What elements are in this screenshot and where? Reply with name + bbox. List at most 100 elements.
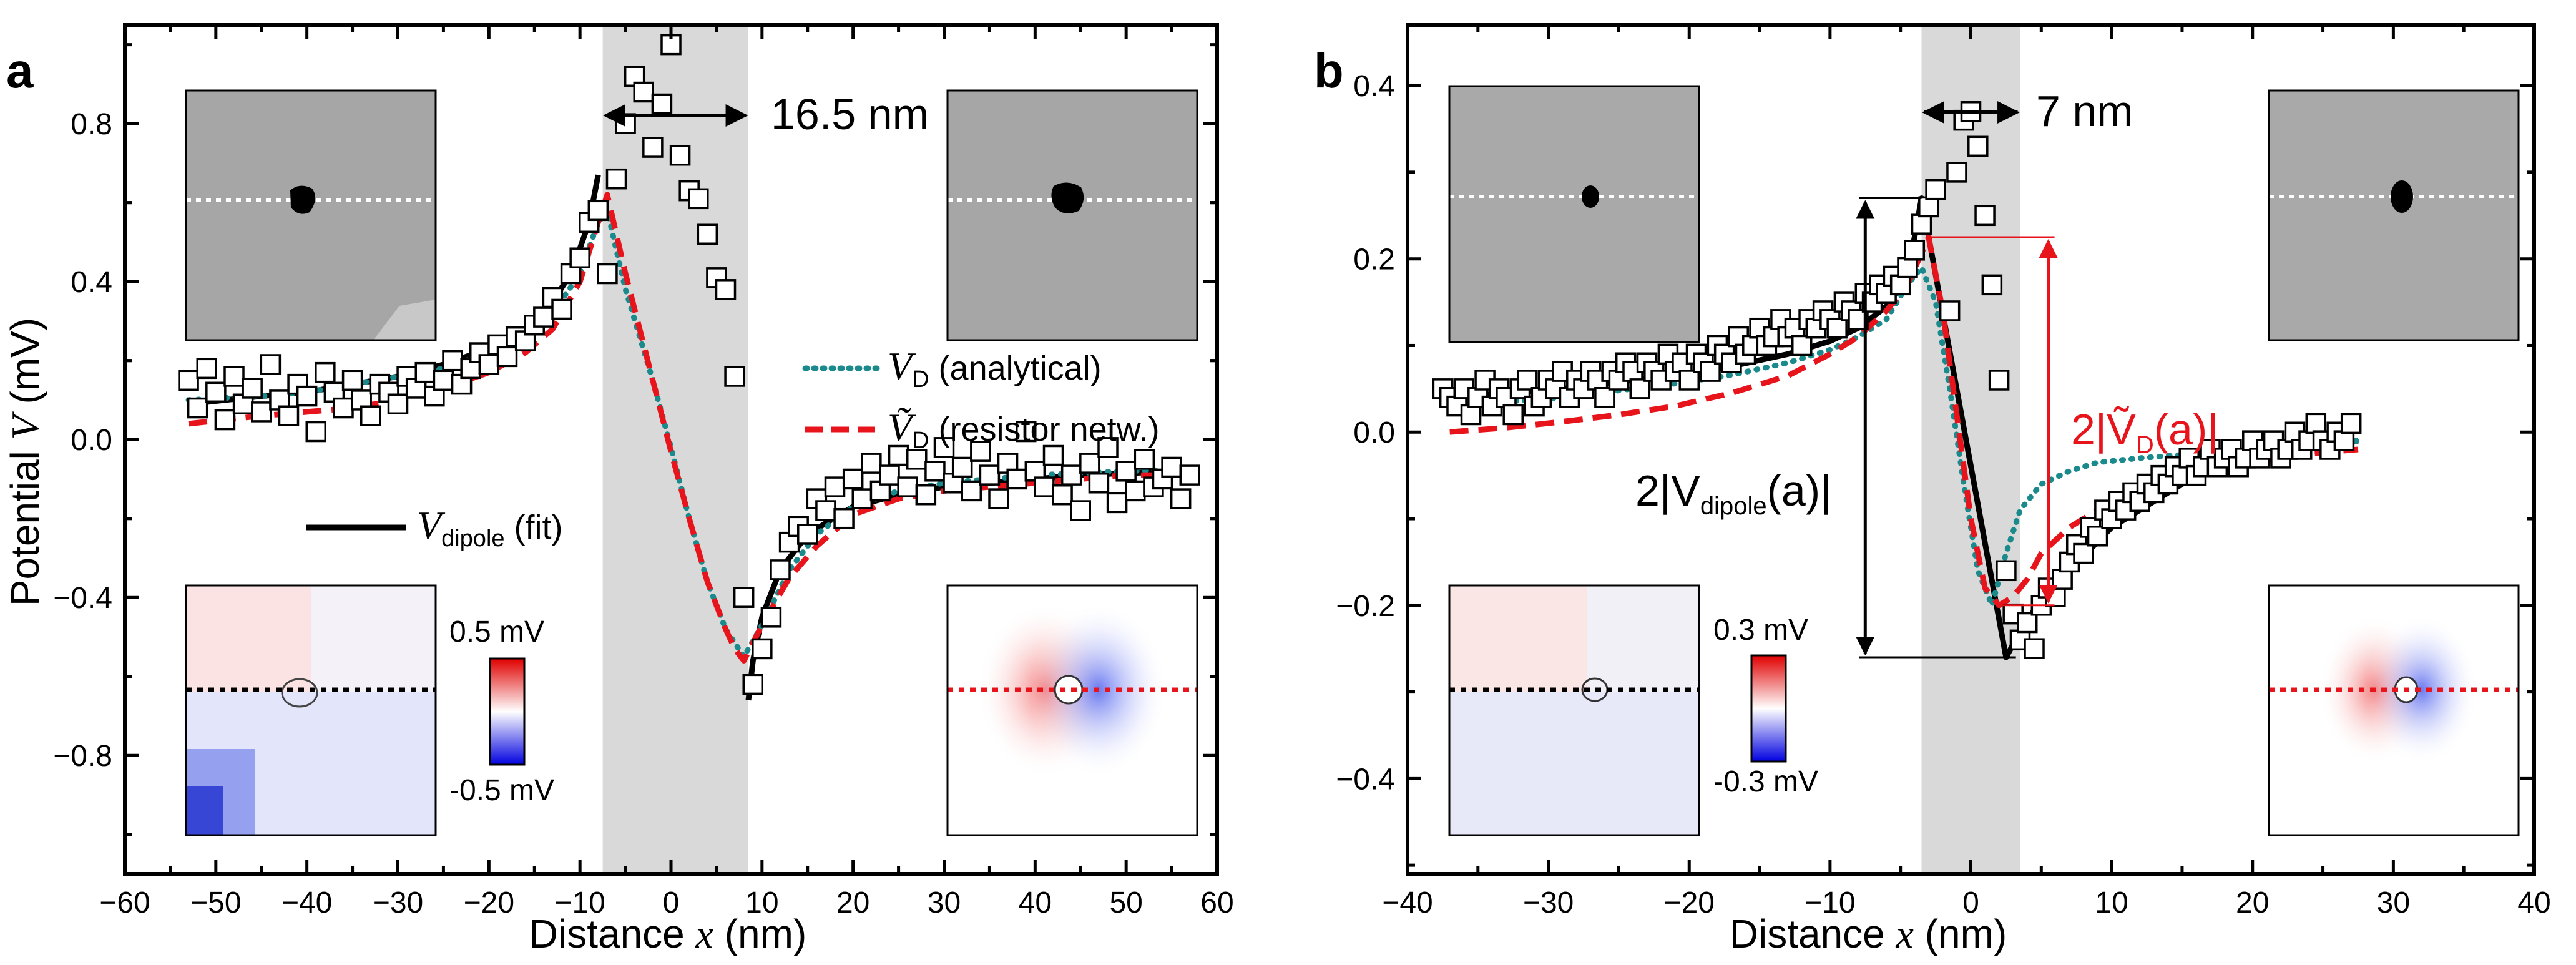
panel-a-colorbar: 0.5 mV -0.5 mV: [449, 615, 554, 807]
data-point: [715, 279, 737, 300]
panel-b-width-label: 7 nm: [2036, 87, 2133, 135]
data-point: [360, 405, 381, 426]
panel-a-label: a: [6, 43, 34, 98]
data-point: [251, 401, 272, 423]
data-point: [815, 500, 836, 521]
data-point: [1826, 317, 1848, 339]
data-point: [951, 456, 973, 478]
panel-a-colorbar-min: -0.5 mV: [449, 774, 554, 807]
data-point: [2340, 413, 2362, 434]
data-point: [1034, 476, 1055, 497]
x-tick-label: −20: [464, 886, 514, 919]
x-tick-label: 0: [663, 886, 680, 919]
data-point: [697, 223, 718, 245]
data-point: [1629, 378, 1651, 399]
data-point: [1904, 240, 1925, 261]
panel-a-xlabel: Distance x (nm): [529, 911, 807, 956]
data-point: [1106, 492, 1128, 514]
data-point: [642, 137, 664, 158]
data-point: [1161, 456, 1182, 478]
panel-b-label: b: [1314, 43, 1344, 98]
data-point: [1918, 196, 1939, 218]
panel-a-colorbar-max: 0.5 mV: [449, 615, 544, 649]
data-point: [1517, 370, 1538, 391]
data-point: [478, 354, 500, 375]
panel-b-amplitude-annotations: 2|Vdipole(a)| 2|ṼD(a)|: [1635, 197, 2218, 659]
data-point: [979, 464, 1001, 486]
data-point: [1042, 444, 1064, 466]
data-point: [1700, 361, 1721, 382]
data-point: [569, 247, 590, 268]
data-point: [1125, 480, 1146, 502]
x-tick-label: 40: [2517, 886, 2550, 919]
data-point: [1170, 488, 1192, 509]
x-tick-label: 20: [836, 886, 869, 919]
data-point: [797, 524, 818, 545]
data-point: [187, 397, 208, 419]
data-point: [1939, 300, 1961, 321]
data-point: [278, 405, 300, 426]
data-point: [205, 381, 227, 403]
dipole-amplitude-label: 2|Vdipole(a)|: [1635, 466, 1831, 520]
data-point: [296, 385, 318, 407]
panel-a-inset-bottomleft: [185, 584, 437, 836]
panel-a-width-label: 16.5 nm: [771, 90, 929, 139]
data-point: [1134, 449, 1155, 470]
data-point: [851, 488, 873, 509]
data-point: [1594, 386, 1615, 408]
data-point: [1006, 468, 1027, 490]
data-point: [752, 638, 773, 660]
legend-vd-analytical: VD (analytical): [888, 344, 1102, 393]
data-point: [724, 366, 745, 387]
data-point: [1911, 213, 1932, 235]
data-point: [1897, 257, 1918, 278]
data-point: [1088, 473, 1110, 494]
x-tick-label: 10: [2095, 886, 2128, 919]
panel-a-legend: VD (analytical) ṼD (resistor netw.) Vdip…: [306, 344, 1160, 552]
data-point: [1179, 464, 1200, 486]
data-point: [2017, 612, 2038, 634]
y-tick-label: 0.4: [1353, 70, 1395, 103]
x-tick-label: 20: [2236, 886, 2269, 919]
x-tick-label: −30: [373, 886, 423, 919]
data-point: [1889, 274, 1911, 296]
data-point: [1925, 179, 1946, 200]
data-point: [242, 378, 263, 399]
data-point: [1016, 421, 1037, 443]
data-point: [2305, 413, 2327, 434]
panel-b-inset-topleft: [1448, 85, 1700, 343]
data-point: [2087, 526, 2108, 547]
data-point: [833, 507, 855, 529]
data-point: [742, 674, 763, 695]
data-point: [888, 444, 909, 466]
x-tick-label: 30: [928, 886, 961, 919]
data-point: [333, 397, 354, 419]
data-point: [1996, 560, 2017, 582]
panel-a-shaded-region: [602, 25, 748, 874]
data-point: [387, 393, 409, 415]
data-point: [924, 461, 946, 482]
x-tick-label: −60: [99, 886, 150, 919]
x-tick-label: 10: [745, 886, 778, 919]
x-tick-label: −20: [1664, 886, 1715, 919]
x-tick-label: −40: [282, 886, 332, 919]
data-point: [1981, 274, 2003, 296]
panel-b-xlabel: Distance x (nm): [1730, 911, 2007, 956]
data-point: [651, 93, 673, 115]
data-point: [433, 370, 454, 391]
data-point: [223, 366, 245, 387]
panel-b-colorbar-min: -0.3 mV: [1713, 765, 1818, 798]
data-point: [1115, 461, 1137, 482]
data-point: [1052, 484, 1073, 506]
panel-b-colorbar: 0.3 mV -0.3 mV: [1713, 614, 1818, 798]
vd-amplitude-label: 2|ṼD(a)|: [2071, 405, 2218, 459]
data-point: [597, 263, 618, 285]
data-point: [879, 464, 900, 486]
panel-b-inset-topright: [2268, 89, 2520, 341]
panel-b-shaded-region: [1921, 25, 2020, 874]
data-point: [1097, 437, 1119, 458]
data-point: [733, 587, 755, 608]
data-point: [305, 421, 326, 443]
y-tick-label: −0.2: [1336, 590, 1395, 623]
data-point: [2073, 542, 2094, 564]
